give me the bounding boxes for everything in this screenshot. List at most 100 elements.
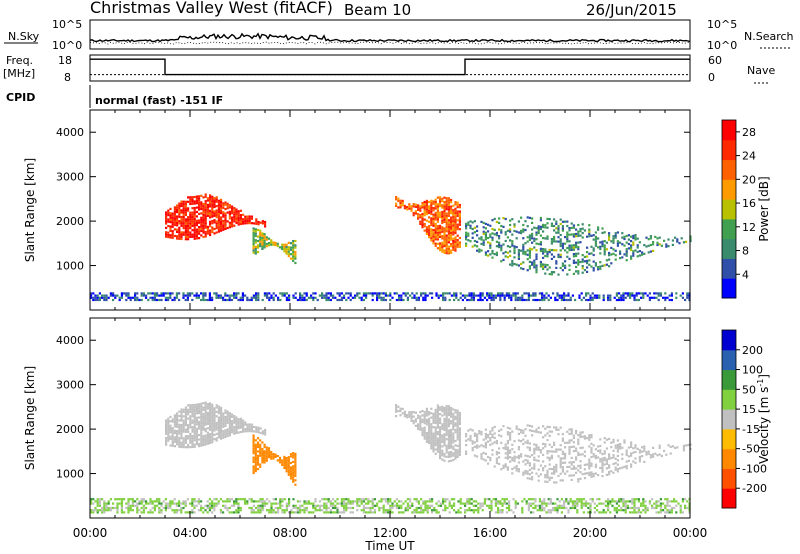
heatmap-cell xyxy=(441,206,444,209)
heatmap-cell xyxy=(445,234,448,237)
heatmap-cell xyxy=(456,414,459,417)
heatmap-cell xyxy=(670,511,673,514)
heatmap-cell xyxy=(619,250,622,253)
heatmap-cell xyxy=(591,498,594,501)
heatmap-cell xyxy=(92,298,95,302)
heatmap-cell xyxy=(191,421,194,424)
heatmap-cell xyxy=(476,234,479,237)
heatmap-cell xyxy=(325,292,328,295)
heatmap-cell xyxy=(510,294,513,297)
heatmap-cell xyxy=(184,406,187,409)
heatmap-cell xyxy=(125,506,128,510)
heatmap-cell xyxy=(637,498,640,501)
heatmap-cell xyxy=(151,506,154,510)
heatmap-cell xyxy=(191,229,194,232)
heatmap-cell xyxy=(535,268,538,272)
heatmap-cell xyxy=(614,466,617,469)
heatmap-cell xyxy=(533,465,536,468)
heatmap-cell xyxy=(178,432,181,435)
heatmap-cell xyxy=(445,225,448,228)
heatmap-cell xyxy=(423,209,426,212)
heatmap-cell xyxy=(425,226,428,229)
heatmap-cell xyxy=(472,511,475,514)
heatmap-cell xyxy=(443,406,446,409)
heatmap-cell xyxy=(434,242,437,245)
heatmap-cell xyxy=(557,474,560,478)
heatmap-cell xyxy=(450,442,453,445)
heatmap-cell xyxy=(555,448,558,451)
heatmap-cell xyxy=(195,221,198,225)
heatmap-cell xyxy=(362,509,365,512)
heatmap-cell xyxy=(454,207,457,210)
heatmap-cell xyxy=(439,231,442,234)
heatmap-cell xyxy=(294,296,297,299)
heatmap-cell xyxy=(239,220,242,223)
heatmap-cell xyxy=(437,500,440,503)
heatmap-cell xyxy=(189,424,192,427)
heatmap-cell xyxy=(287,471,290,474)
heatmap-cell xyxy=(659,504,662,507)
heatmap-cell xyxy=(367,502,370,505)
heatmap-cell xyxy=(252,458,255,461)
heatmap-cell xyxy=(292,251,295,254)
heatmap-cell xyxy=(428,413,431,416)
heatmap-cell xyxy=(116,511,119,514)
heatmap-cell xyxy=(395,506,398,510)
heatmap-cell xyxy=(477,294,480,297)
heatmap-cell xyxy=(217,431,220,435)
heatmap-cell xyxy=(206,199,209,202)
heatmap-cell xyxy=(439,294,442,297)
heatmap-cell xyxy=(222,226,225,229)
heatmap-cell xyxy=(514,296,517,299)
heatmap-cell xyxy=(531,467,534,470)
heatmap-cell xyxy=(414,424,417,427)
heatmap-cell xyxy=(432,439,435,442)
heatmap-cell xyxy=(237,498,240,501)
heatmap-cell xyxy=(259,454,262,457)
heatmap-cell xyxy=(432,434,435,437)
heatmap-cell xyxy=(446,292,449,295)
heatmap-cell xyxy=(684,504,687,507)
heatmap-cell xyxy=(447,206,450,209)
heatmap-cell xyxy=(250,509,253,512)
heatmap-cell xyxy=(283,466,286,469)
colorbar-tick-label: 24 xyxy=(742,150,756,163)
heatmap-cell xyxy=(509,434,512,437)
heatmap-cell xyxy=(289,257,293,260)
heatmap-cell xyxy=(649,237,652,240)
heatmap-cell xyxy=(447,447,450,450)
heatmap-cell xyxy=(640,292,643,295)
heatmap-cell xyxy=(561,242,564,245)
heatmap-cell xyxy=(441,199,444,203)
heatmap-cell xyxy=(458,414,461,417)
heatmap-cell xyxy=(556,504,559,507)
heatmap-cell xyxy=(543,509,546,512)
heatmap-cell xyxy=(456,206,459,209)
heatmap-cell xyxy=(436,404,439,407)
heatmap-cell xyxy=(426,500,429,503)
heatmap-cell xyxy=(609,500,612,503)
heatmap-cell xyxy=(325,298,328,302)
heatmap-cell xyxy=(548,463,551,466)
heatmap-cell xyxy=(428,292,431,295)
heatmap-cell xyxy=(191,419,194,422)
heatmap-cell xyxy=(585,502,588,505)
heatmap-cell xyxy=(631,498,634,501)
heatmap-cell xyxy=(211,230,214,234)
heatmap-cell xyxy=(608,234,611,237)
heatmap-cell xyxy=(577,223,580,227)
heatmap-cell xyxy=(209,411,212,414)
heatmap-cell xyxy=(96,298,99,302)
heatmap-cell xyxy=(404,506,407,510)
heatmap-cell xyxy=(165,220,168,223)
heatmap-cell xyxy=(552,502,555,505)
heatmap-cell xyxy=(248,427,251,430)
heatmap-cell xyxy=(441,230,444,233)
heatmap-cell xyxy=(264,223,267,226)
heatmap-cell xyxy=(498,235,501,238)
heatmap-cell xyxy=(592,453,595,456)
heatmap-cell xyxy=(187,222,190,225)
heatmap-cell xyxy=(434,428,437,431)
heatmap-cell xyxy=(546,235,549,238)
heatmap-cell xyxy=(450,251,453,254)
